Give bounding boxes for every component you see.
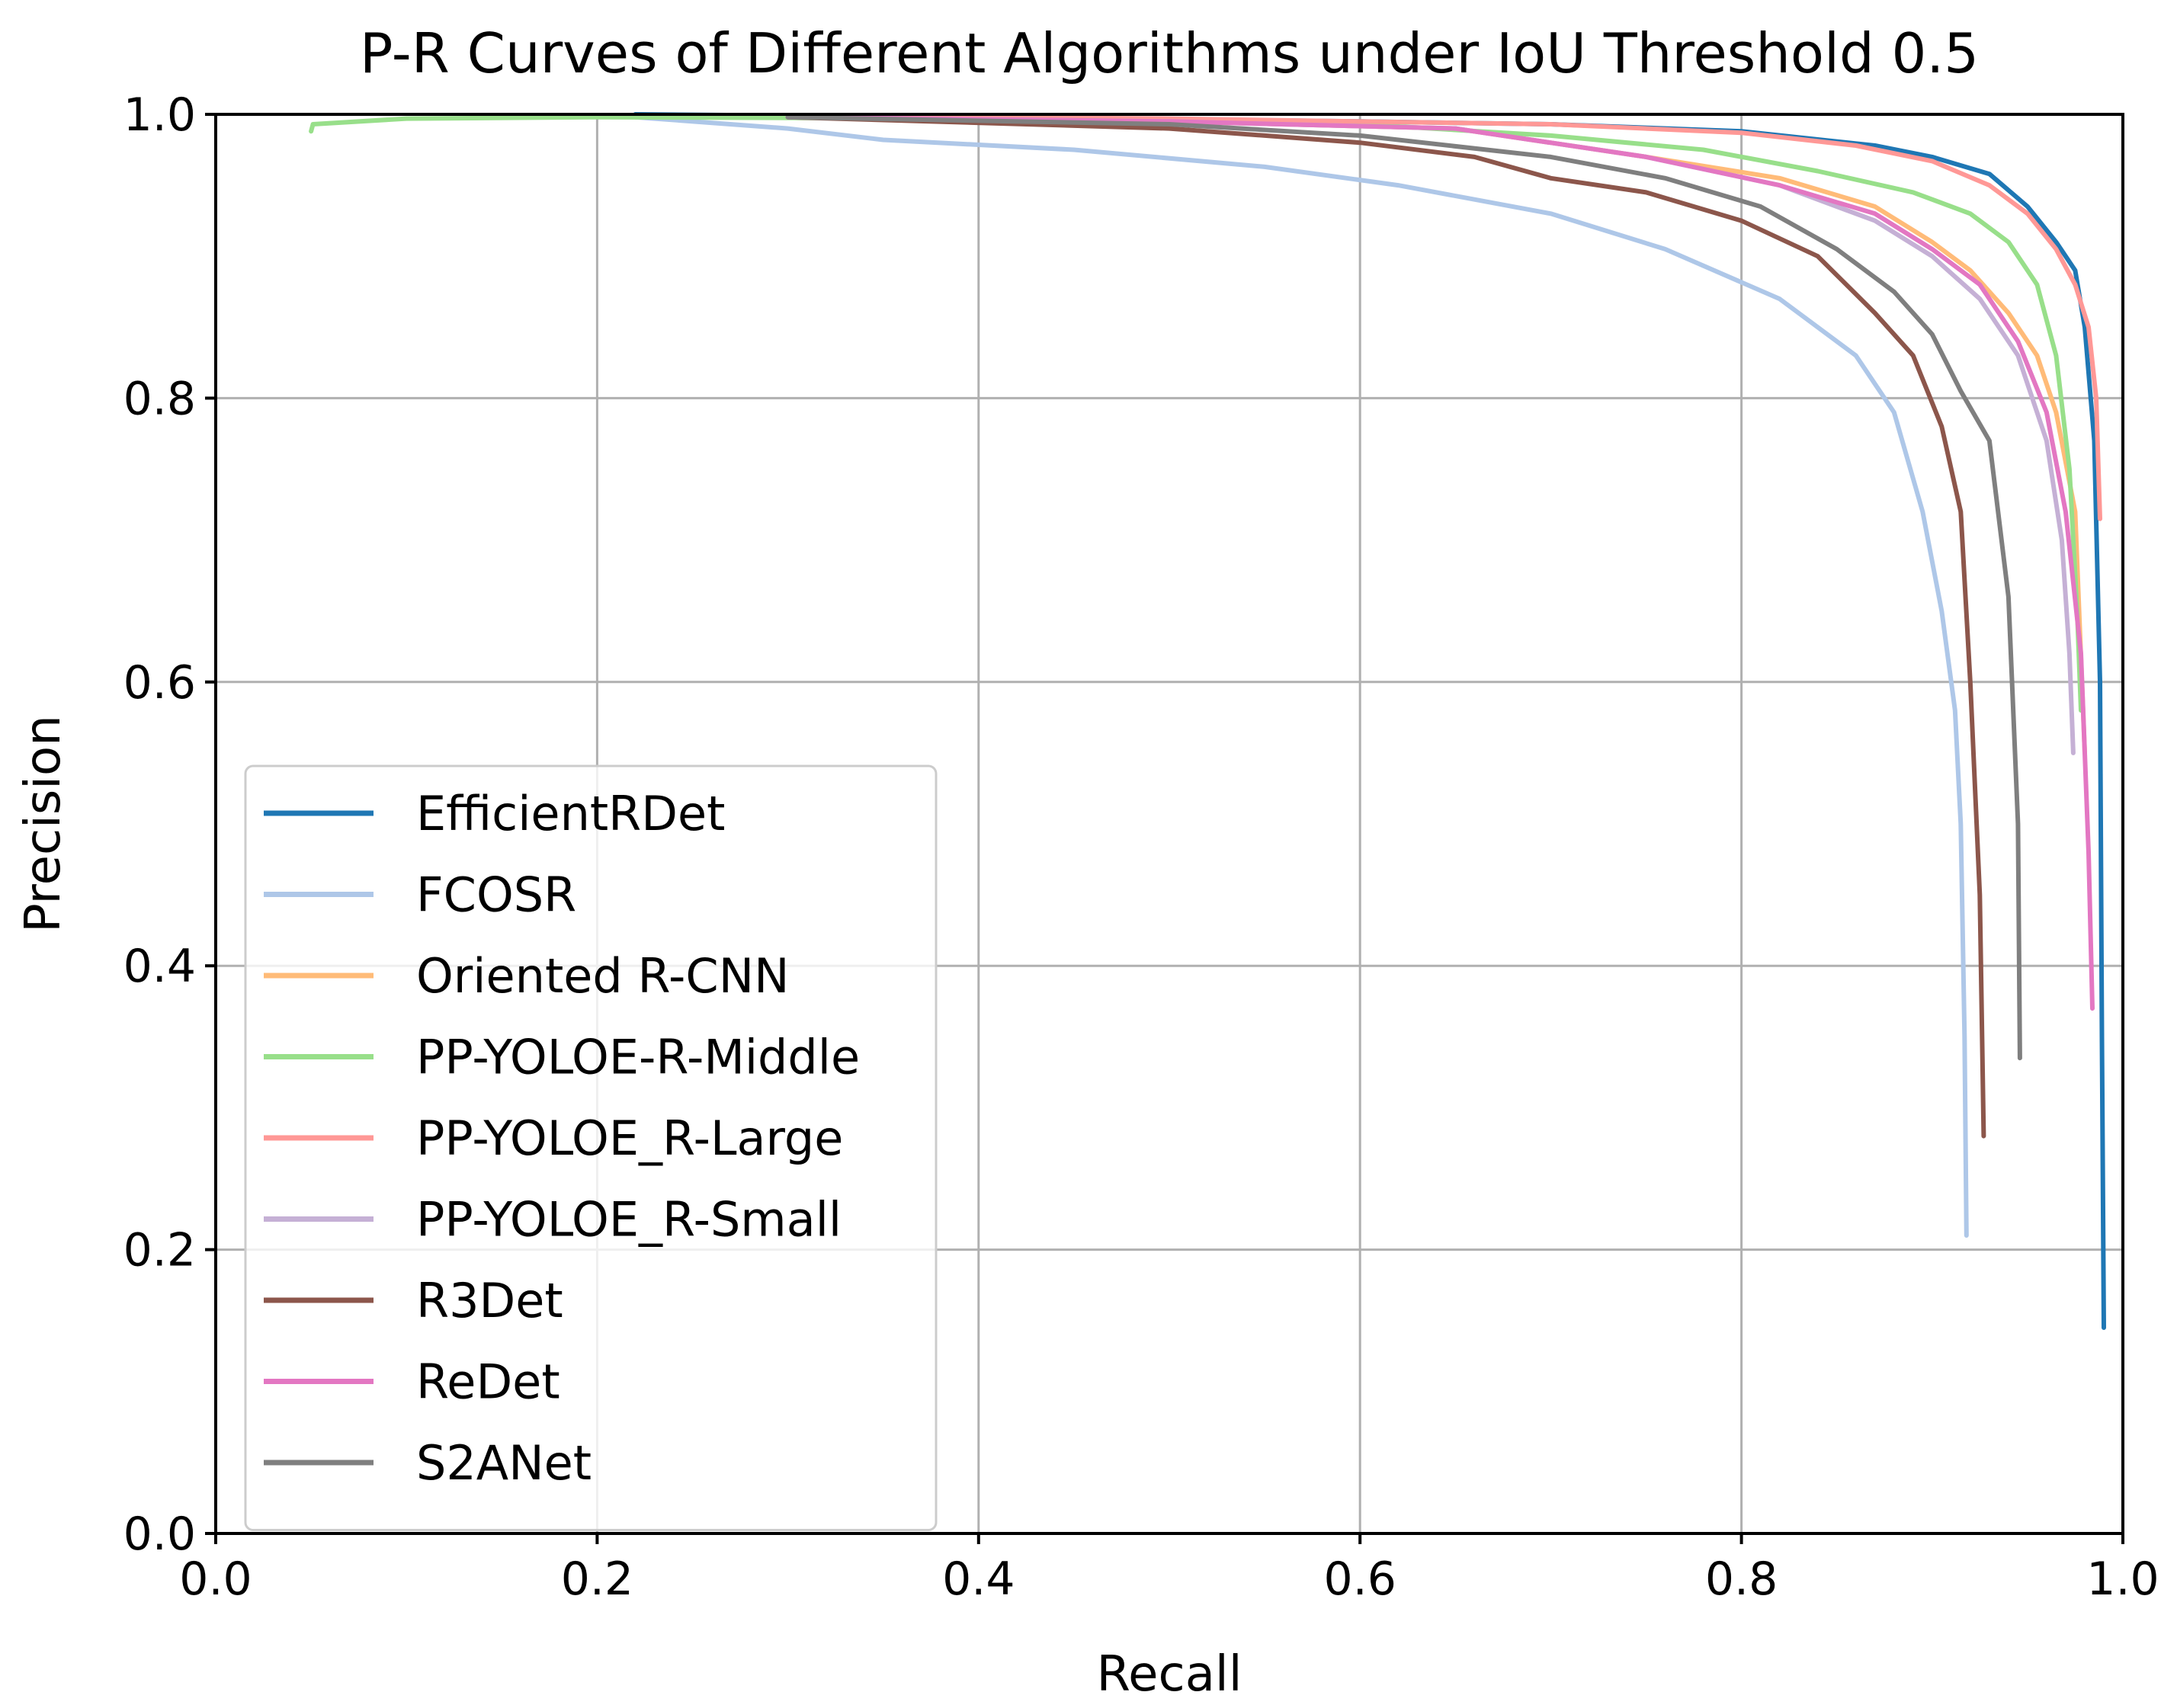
y-tick-label: 0.4 (123, 940, 196, 993)
legend-label-pp-yoloe-r-small: PP-YOLOE_R-Small (416, 1192, 842, 1248)
legend-label-oriented-r-cnn: Oriented R-CNN (416, 948, 789, 1004)
x-tick-label: 0.0 (179, 1553, 252, 1606)
series-line-pp-yoloe-r-middle (309, 114, 2083, 713)
legend-label-redet: ReDet (416, 1354, 560, 1410)
y-tick-label: 0.2 (123, 1224, 196, 1277)
series-line-pp-yoloe-r-large (785, 113, 2102, 521)
x-axis-label: Recall (1097, 1646, 1242, 1703)
x-tick-label: 0.8 (1705, 1553, 1778, 1606)
tick-layer: 0.0 0.2 0.4 0.6 0.8 1.0 0.0 0.2 0.4 0.6 0.8 1.0 (123, 88, 2159, 1606)
series-line-fcosr (633, 114, 1969, 1238)
series-layer (309, 112, 2106, 1330)
legend-label-pp-yoloe-r-large: PP-YOLOE_R-Large (416, 1110, 843, 1166)
legend: EfficientRDet FCOSR Oriented R-CNN PP-YOLOE… (244, 764, 938, 1531)
series-line-oriented-r-cnn (785, 114, 2087, 755)
x-tick-label: 0.6 (1323, 1553, 1396, 1606)
y-tick-label: 1.0 (123, 88, 196, 142)
legend-box (244, 764, 938, 1531)
x-tick-label: 0.2 (561, 1553, 633, 1606)
y-tick-label: 0.0 (123, 1508, 196, 1561)
x-tick-label: 0.4 (942, 1553, 1015, 1606)
y-tick-label: 0.6 (123, 656, 196, 710)
y-axis-label: Precision (15, 715, 72, 933)
x-tick-label: 1.0 (2086, 1553, 2159, 1606)
legend-label-r3det: R3Det (416, 1273, 563, 1328)
legend-label-pp-yoloe-r-middle: PP-YOLOE-R-Middle (416, 1030, 860, 1085)
legend-label-fcosr: FCOSR (416, 867, 576, 923)
series-line-s2anet (785, 114, 2022, 1061)
y-tick-label: 0.8 (123, 372, 196, 425)
legend-label-efficientrdet: EfficientRDet (416, 786, 725, 841)
legend-label-s2anet: S2ANet (416, 1435, 592, 1491)
series-line-redet (785, 114, 2095, 1011)
chart-title: P-R Curves of Different Algorithms under… (360, 21, 1979, 85)
series-line-r3det (785, 114, 1986, 1139)
plot-area-frame (214, 113, 2124, 1535)
